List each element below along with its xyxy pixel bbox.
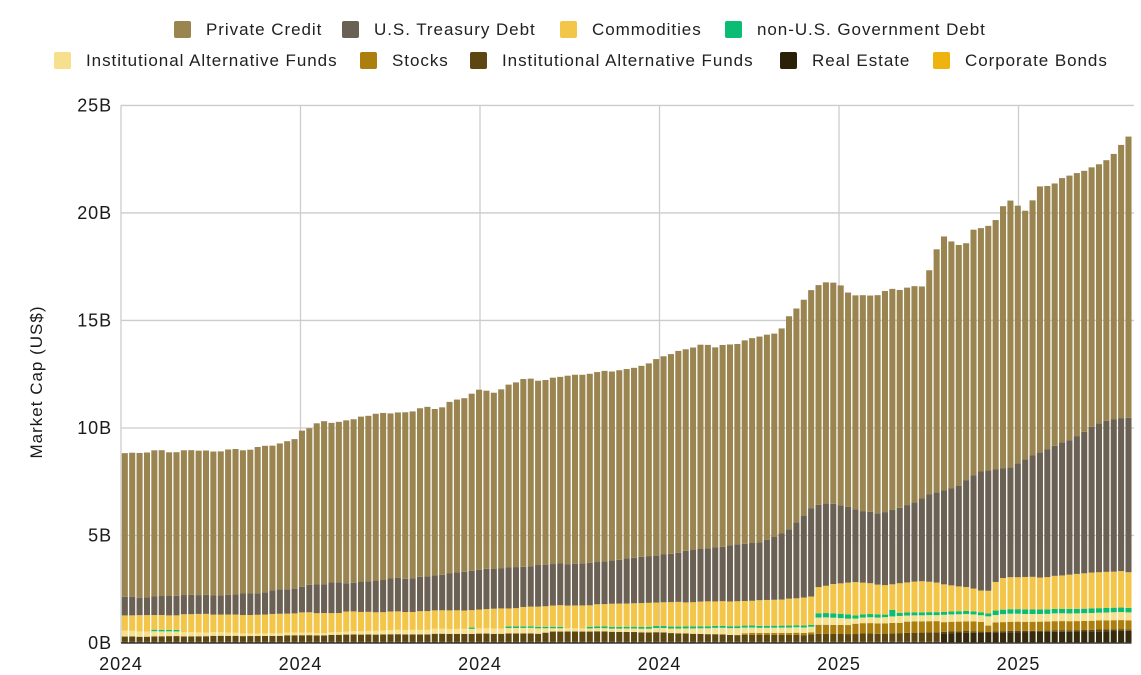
svg-text:2024: 2024 bbox=[99, 654, 143, 674]
svg-text:5B: 5B bbox=[88, 525, 112, 545]
svg-text:Market Cap (US$): Market Cap (US$) bbox=[27, 306, 46, 459]
svg-text:2024: 2024 bbox=[638, 654, 682, 674]
svg-text:10B: 10B bbox=[77, 418, 112, 438]
svg-text:0B: 0B bbox=[88, 633, 112, 653]
svg-text:2025: 2025 bbox=[817, 654, 861, 674]
svg-text:25B: 25B bbox=[77, 95, 112, 115]
svg-text:20B: 20B bbox=[77, 203, 112, 223]
svg-text:15B: 15B bbox=[77, 310, 112, 330]
svg-text:2024: 2024 bbox=[279, 654, 323, 674]
svg-text:2024: 2024 bbox=[458, 654, 502, 674]
svg-text:2025: 2025 bbox=[997, 654, 1041, 674]
